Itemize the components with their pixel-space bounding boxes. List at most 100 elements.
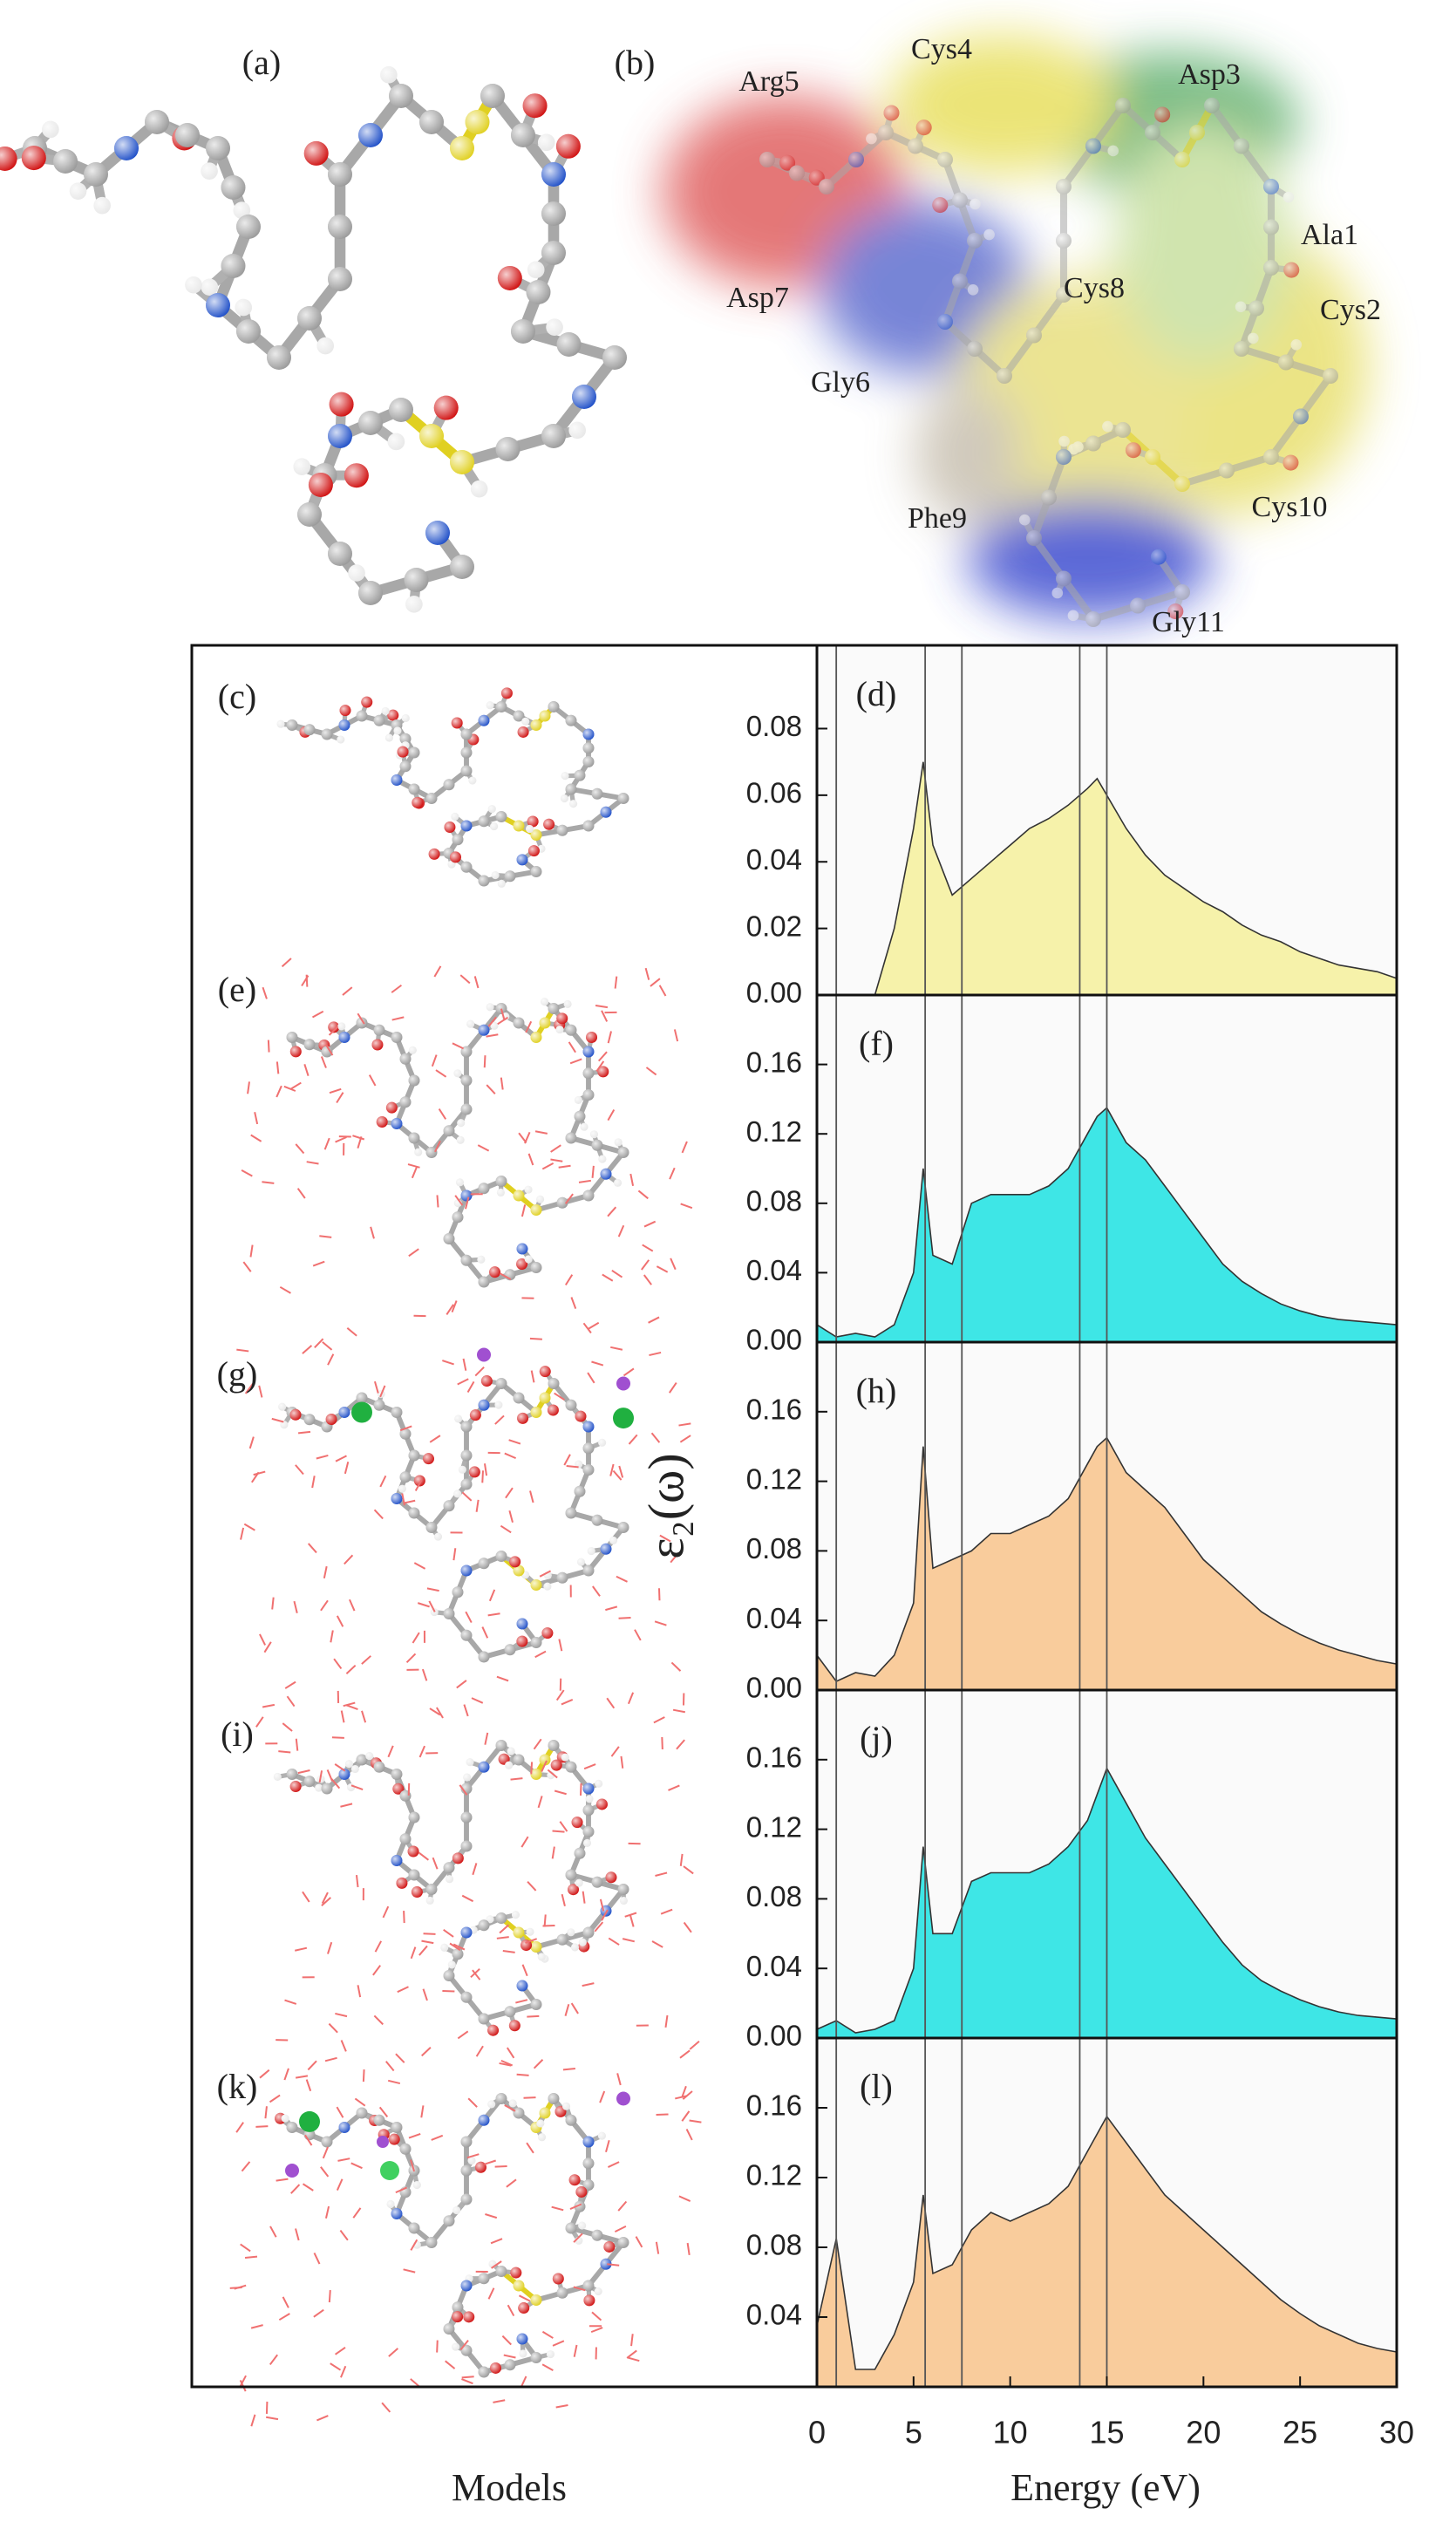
water (407, 1163, 420, 1169)
water (344, 1462, 350, 1475)
water (420, 2105, 425, 2118)
panel-label: (b) (615, 43, 656, 82)
atom-shine (565, 1869, 577, 1881)
atom-shine (408, 783, 420, 795)
atom-shine (511, 1911, 520, 1919)
atom-shine (289, 1046, 302, 1058)
water (510, 1777, 523, 1781)
atom-shine (1056, 449, 1072, 465)
atom-shine (399, 1053, 412, 1065)
water (461, 1491, 473, 1502)
atom-shine (460, 1478, 473, 1490)
model-label: (i) (221, 1714, 254, 1754)
atom-shine (543, 818, 555, 830)
atom-shine (1263, 449, 1279, 465)
atom-shine (582, 1564, 595, 1577)
water (561, 1699, 574, 1706)
atom-shine (603, 2240, 616, 2253)
water (438, 1108, 447, 1120)
water (459, 974, 471, 985)
water (475, 1499, 480, 1512)
atom-shine (576, 1558, 586, 1566)
atom-shine (408, 1869, 420, 1881)
residue-label: Cys10 (1252, 491, 1328, 523)
residue-label: Asp3 (1178, 58, 1241, 91)
plot-frame (815, 2036, 1398, 2389)
atom-shine (1204, 98, 1220, 113)
water (643, 1274, 652, 1285)
atom-shine (440, 1943, 449, 1952)
atom-shine (583, 2294, 595, 2307)
atom-shine (530, 1407, 542, 1418)
atom-shine (495, 1003, 507, 1014)
water (566, 1465, 579, 1469)
atom-shine (386, 2199, 395, 2209)
water (283, 2068, 289, 2081)
water (641, 1259, 650, 1271)
y-tick-label: 0.16 (746, 1046, 802, 1078)
atom-shine (350, 1764, 359, 1774)
atom-shine (449, 851, 461, 863)
water (530, 1370, 535, 1383)
atom-shine (391, 1118, 403, 1129)
atom-shine (387, 709, 399, 721)
water (561, 1893, 566, 1906)
atom-shine (451, 717, 463, 729)
water (591, 1165, 595, 1178)
water (340, 1803, 353, 1808)
water (318, 1770, 323, 1783)
residue-label: Cys2 (1320, 294, 1381, 326)
water (297, 1769, 310, 1775)
water (506, 2178, 517, 2188)
atom-shine (373, 1024, 385, 1036)
water (297, 1430, 311, 1435)
atom-shine (1174, 476, 1190, 492)
atom-shine (399, 1428, 412, 1440)
water (316, 2415, 329, 2422)
water (679, 2049, 691, 2059)
water (673, 1029, 679, 1042)
water (592, 1585, 601, 1597)
water (481, 1626, 489, 1639)
water (658, 985, 667, 997)
atom-shine (486, 701, 494, 710)
water (681, 2110, 691, 2122)
water (405, 1653, 417, 1663)
atom-shine (408, 2222, 420, 2234)
water (588, 1321, 600, 1330)
atom-shine (526, 1927, 534, 1936)
atom-shine (221, 254, 246, 278)
water (554, 1789, 567, 1796)
atom-shine (465, 110, 490, 134)
atom-shine (759, 152, 775, 167)
water (330, 1630, 334, 1643)
water (552, 1830, 565, 1833)
water (534, 1130, 548, 1135)
water (645, 1067, 657, 1076)
atom-shine (530, 2352, 542, 2363)
water (328, 1026, 339, 1036)
atom-shine (452, 1852, 464, 1864)
water (661, 1736, 663, 1750)
atom-shine (513, 710, 525, 722)
water (555, 1689, 565, 1701)
atom-shine (401, 714, 410, 723)
atom-shine (425, 793, 438, 804)
water (670, 1552, 679, 1564)
water (570, 2002, 579, 2014)
atom-shine (574, 1095, 582, 1104)
atom-shine (582, 728, 595, 740)
atom-shine (1248, 332, 1259, 344)
water (320, 2166, 330, 2178)
atom-shine (491, 870, 500, 880)
water (264, 2106, 268, 2119)
atom-shine (597, 1066, 609, 1078)
atom-shine (495, 2266, 507, 2277)
atom-shine (425, 521, 450, 545)
water (653, 1716, 665, 1724)
atom-shine (460, 1074, 473, 1087)
water (551, 2205, 564, 2212)
ion (477, 1347, 491, 1362)
atom-shine (574, 769, 586, 781)
water (500, 1008, 506, 1021)
